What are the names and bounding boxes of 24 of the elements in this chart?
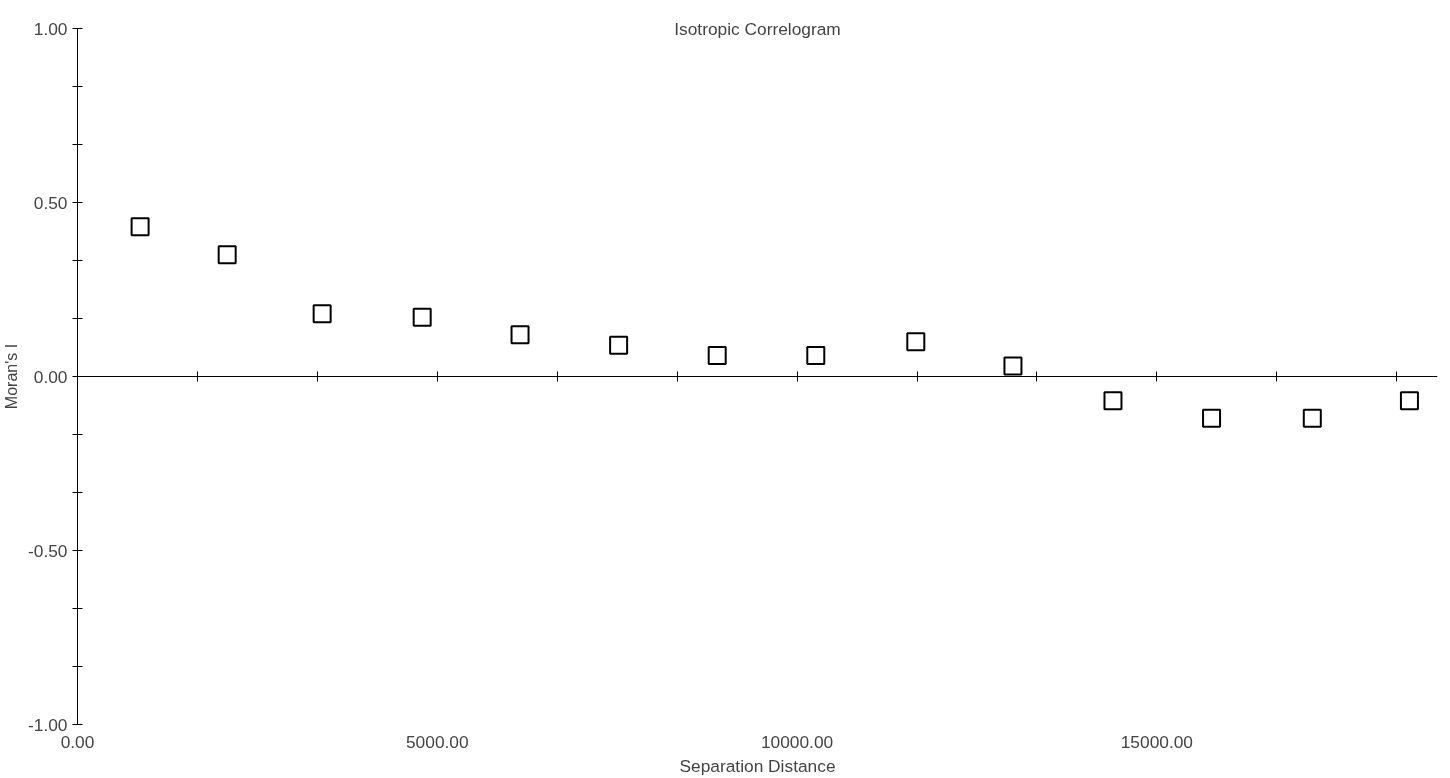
y-tick-label: 0.50 [33, 192, 68, 213]
y-tick-label: 0.00 [33, 366, 68, 387]
point [1202, 408, 1222, 428]
x-axis-title: Separation Distance [679, 755, 836, 776]
point [130, 217, 150, 237]
point [906, 332, 926, 352]
point [1302, 408, 1322, 428]
point [1103, 391, 1123, 411]
y-tick-label: 1.00 [33, 18, 68, 39]
point [806, 346, 826, 366]
point [412, 307, 432, 327]
point [1399, 391, 1419, 411]
chart-title: Isotropic Correlogram [674, 18, 841, 39]
point [707, 346, 727, 366]
point [510, 325, 530, 345]
point [609, 335, 629, 355]
y-tick-label: -0.50 [28, 540, 68, 561]
point [1003, 356, 1023, 376]
x-tick-label: 15000.00 [1120, 731, 1194, 752]
y-axis-title: Moran's I [3, 343, 20, 410]
point [312, 304, 332, 324]
x-tick-label: 10000.00 [760, 731, 834, 752]
point [217, 245, 237, 265]
x-tick-label: 5000.00 [405, 731, 469, 752]
